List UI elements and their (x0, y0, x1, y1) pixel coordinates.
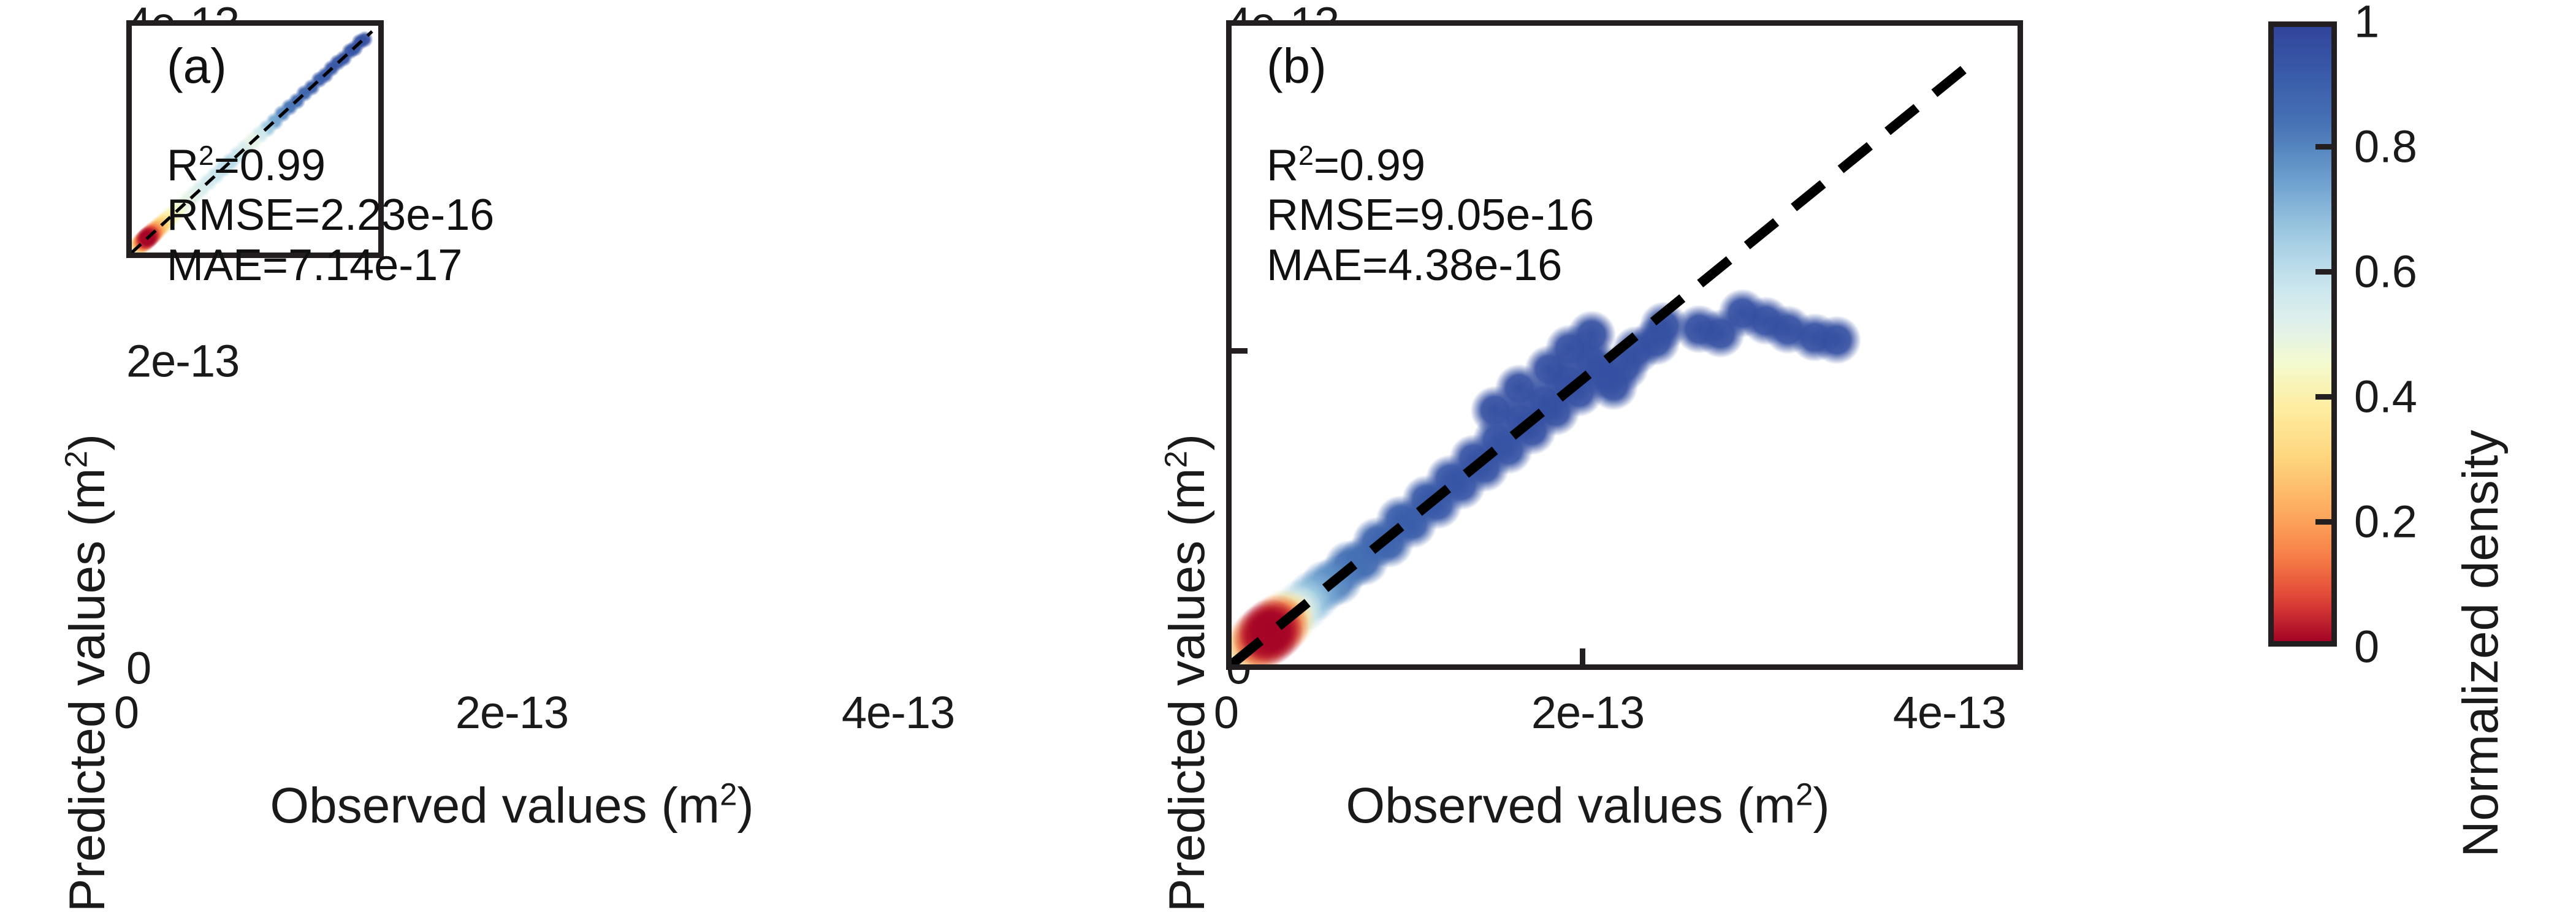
colorbar-tick-3 (2315, 268, 2331, 275)
panel-a-y-axis-title: Predicted values (m2) (59, 434, 116, 912)
panel-a-xtick-label-2: 4e-13 (841, 687, 955, 738)
colorbar-group: 0 0.2 0.4 0.6 0.8 1 Normalized density (2268, 0, 2576, 889)
panel-a-stat-mae: MAE=7.14e-17 (167, 240, 463, 290)
panel-a-one-to-one-line (132, 30, 373, 253)
panel-a-x-axis-title-tail: ) (737, 778, 754, 834)
panel-a-stat-rmse: RMSE=2.23e-16 (167, 191, 495, 240)
panel-b-y-axis-title-tail: ) (1159, 433, 1215, 451)
colorbar-tick-label-1: 0.2 (2354, 496, 2417, 547)
panel-a-plot-area[interactable] (126, 20, 384, 258)
colorbar-tick-4 (2315, 143, 2331, 150)
panel-b-y-axis-title-sup: 2 (1158, 450, 1194, 468)
panel-b-x-axis-title-sup: 2 (1796, 777, 1813, 812)
colorbar-tick-label-2: 0.4 (2354, 371, 2417, 422)
colorbar-gradient (2274, 27, 2331, 641)
panel-a-y-axis-title-sup: 2 (58, 450, 94, 468)
colorbar-tick-label-3: 0.6 (2354, 246, 2417, 297)
panel-b-stat-r2-label: R (1267, 141, 1298, 190)
panel-a-x-axis-title-sup: 2 (720, 777, 737, 812)
panel-b-tag: (b) (1267, 39, 1327, 93)
panel-b-xtick-label-0: 0 (1213, 687, 1239, 738)
panel-b-stats: R2=0.99 RMSE=9.05e-16 MAE=4.38e-16 (1267, 141, 1594, 291)
colorbar-tick-label-5: 1 (2354, 0, 2380, 47)
panel-b-plot-area[interactable] (1226, 20, 2023, 670)
panel-a-stats: R2=0.99 RMSE=2.23e-16 MAE=7.14e-17 (167, 141, 494, 291)
panel-b-xtick-label-2: 4e-13 (1892, 687, 2006, 738)
panel-a-tag: (a) (167, 39, 227, 93)
panel-a-stat-r2-value: =0.99 (213, 141, 326, 190)
panel-a-y-axis-title-base: Predicted values (m (59, 468, 115, 912)
panel-b-x-axis-title: Observed values (m2) (1346, 777, 1829, 835)
panel-b-stat-r2-sup: 2 (1298, 141, 1314, 171)
panel-b-stat-mae: MAE=4.38e-16 (1267, 240, 1563, 290)
panel-a-xtick-label-1: 2e-13 (455, 687, 569, 738)
panel-a-stat-r2-sup: 2 (199, 141, 214, 171)
colorbar-tick-1 (2315, 519, 2331, 525)
panel-a-x-axis-title-base: Observed values (m (270, 778, 720, 834)
colorbar-tick-2 (2315, 393, 2331, 400)
panel-a-xtick-label-0: 0 (113, 687, 139, 738)
panel-b: 4e-13 2e-13 0 0 2e-13 4e-13 Observed val… (1103, 0, 2268, 912)
colorbar-tick-label-4: 0.8 (2354, 121, 2417, 172)
panel-b-one-to-one-line (1232, 60, 1974, 664)
panel-a: 4e-13 2e-13 0 0 2e-13 4e-13 Observed val… (0, 0, 1116, 912)
panel-b-y-axis-title: Predicted values (m2) (1159, 434, 1216, 912)
panel-b-stat-rmse: RMSE=9.05e-16 (1267, 191, 1595, 240)
panel-a-y-axis-title-tail: ) (59, 433, 115, 451)
panel-b-x-axis-title-base: Observed values (m (1346, 778, 1796, 834)
panel-b-y-axis-title-base: Predicted values (m (1159, 468, 1215, 912)
panel-b-stat-r2-value: =0.99 (1313, 141, 1426, 190)
panel-a-stat-r2-label: R (167, 141, 199, 190)
panel-b-xtick-label-1: 2e-13 (1531, 687, 1645, 738)
panel-a-x-axis-title: Observed values (m2) (270, 777, 753, 835)
colorbar[interactable] (2268, 21, 2337, 647)
panel-b-xtick-1 (1579, 648, 1585, 664)
panel-a-stat-r2: R2=0.99 (167, 141, 494, 191)
colorbar-title: Normalized density (2453, 430, 2509, 857)
panel-b-stat-r2: R2=0.99 (1267, 141, 1594, 191)
panel-b-x-axis-title-tail: ) (1813, 778, 1830, 834)
colorbar-tick-label-0: 0 (2354, 621, 2380, 672)
panel-b-ytick-1 (1232, 348, 1248, 354)
